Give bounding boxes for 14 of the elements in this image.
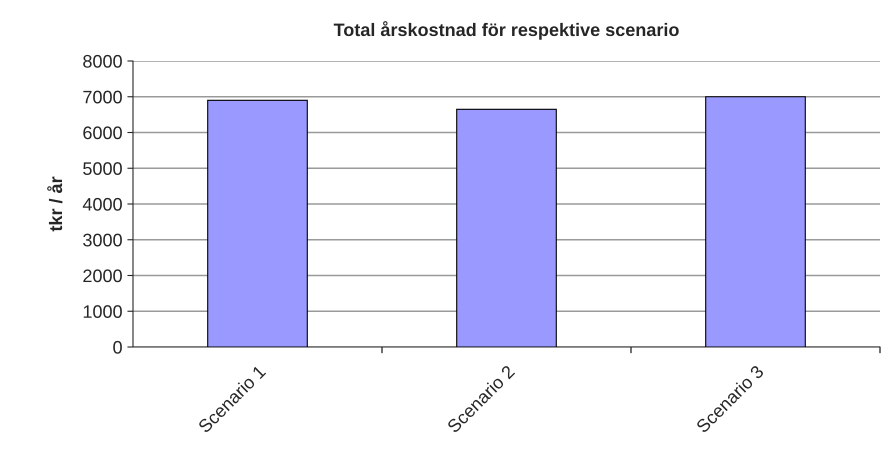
- y-tick-label: 8000: [83, 54, 122, 68]
- bar: [456, 108, 557, 347]
- y-tick-label: 5000: [83, 162, 122, 175]
- y-tick-label: 7000: [83, 90, 122, 104]
- chart-title: Total årskostnad för respektive scenario: [334, 21, 679, 40]
- y-tick-label: 4000: [82, 198, 122, 211]
- y-tick-label: 3000: [83, 234, 122, 246]
- y-tick-label: 1000: [84, 305, 122, 318]
- bar: [207, 100, 308, 347]
- bar: [705, 96, 806, 347]
- y-tick-label: 6000: [83, 126, 122, 140]
- y-axis-title: tkr / år: [47, 176, 62, 232]
- y-tick-label: 2000: [83, 269, 122, 282]
- y-tick-label: 0: [113, 340, 122, 354]
